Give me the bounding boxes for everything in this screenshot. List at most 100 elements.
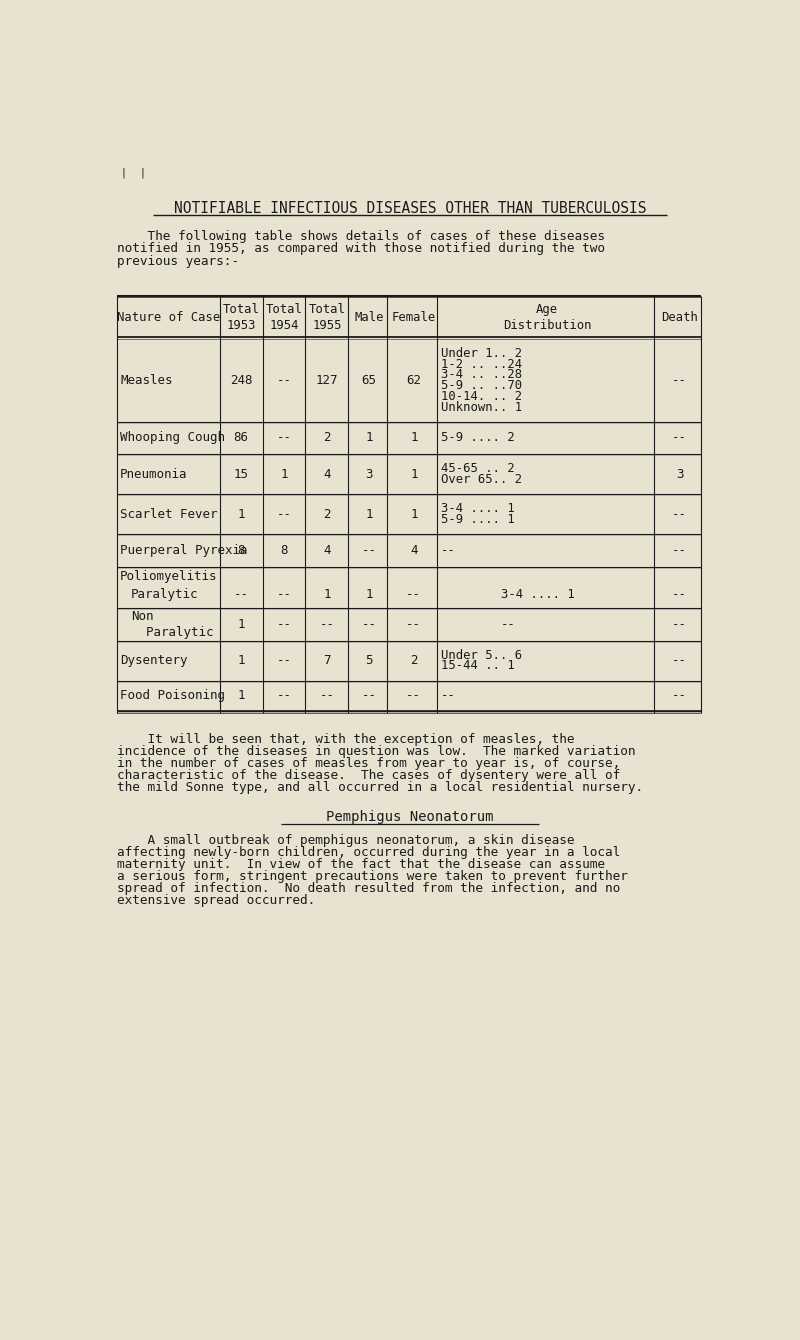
Text: extensive spread occurred.: extensive spread occurred. (117, 894, 315, 907)
Text: 15: 15 (234, 468, 249, 481)
Text: --: -- (234, 588, 249, 600)
Text: 4: 4 (323, 468, 331, 481)
Text: Scarlet Fever: Scarlet Fever (120, 508, 218, 521)
Text: notified in 1955, as compared with those notified during the two: notified in 1955, as compared with those… (117, 243, 605, 256)
Text: 1: 1 (238, 618, 245, 631)
Text: Pneumonia: Pneumonia (120, 468, 188, 481)
Text: 1: 1 (238, 690, 245, 702)
Text: Death: Death (662, 311, 698, 323)
Text: 1: 1 (410, 431, 418, 445)
Text: Male: Male (354, 311, 384, 323)
Text: Pemphigus Neonatorum: Pemphigus Neonatorum (326, 811, 494, 824)
Text: Poliomyelitis: Poliomyelitis (120, 570, 218, 583)
Text: --: -- (672, 654, 687, 667)
Text: 62: 62 (406, 374, 422, 387)
Text: Whooping Cough: Whooping Cough (120, 431, 225, 445)
Text: 5-9 .. ..70: 5-9 .. ..70 (441, 379, 522, 393)
Text: --: -- (362, 544, 377, 557)
Text: 1: 1 (323, 588, 331, 600)
Text: --: -- (277, 654, 292, 667)
Text: 3-4 .... 1: 3-4 .... 1 (441, 502, 514, 516)
Text: Nature of Case: Nature of Case (117, 311, 220, 323)
Text: 3: 3 (365, 468, 373, 481)
Text: 1: 1 (365, 508, 373, 521)
Text: Total
1954: Total 1954 (266, 303, 303, 331)
Text: 65: 65 (362, 374, 377, 387)
Text: affecting newly-born children, occurred during the year in a local: affecting newly-born children, occurred … (117, 846, 620, 859)
Text: 4: 4 (323, 544, 331, 557)
Text: 45-65 .. 2: 45-65 .. 2 (441, 462, 514, 476)
Text: Non
  Paralytic: Non Paralytic (131, 610, 214, 639)
Text: Age
Distribution: Age Distribution (503, 303, 591, 331)
Text: a serious form, stringent precautions were taken to prevent further: a serious form, stringent precautions we… (117, 870, 628, 883)
Text: 1: 1 (365, 431, 373, 445)
Text: --: -- (672, 431, 687, 445)
Text: the mild Sonne type, and all occurred in a local residential nursery.: the mild Sonne type, and all occurred in… (117, 781, 643, 793)
Text: 127: 127 (316, 374, 338, 387)
Text: Measles: Measles (120, 374, 173, 387)
Text: Total
1955: Total 1955 (309, 303, 346, 331)
Text: 8: 8 (281, 544, 288, 557)
Text: in the number of cases of measles from year to year is, of course,: in the number of cases of measles from y… (117, 757, 620, 769)
Text: Female: Female (392, 311, 436, 323)
Text: 1: 1 (238, 654, 245, 667)
Text: --: -- (672, 508, 687, 521)
Text: --: -- (362, 690, 377, 702)
Text: 2: 2 (410, 654, 418, 667)
Text: --: -- (362, 618, 377, 631)
Text: |: | (120, 168, 126, 178)
Text: --: -- (672, 618, 687, 631)
Text: 15-44 .. 1: 15-44 .. 1 (441, 659, 514, 673)
Text: Under 5.. 6: Under 5.. 6 (441, 649, 522, 662)
Text: --: -- (406, 588, 422, 600)
Text: 1: 1 (410, 508, 418, 521)
Text: --: -- (672, 544, 687, 557)
Text: --: -- (406, 690, 422, 702)
Text: --: -- (319, 690, 334, 702)
Text: Puerperal Pyrexia: Puerperal Pyrexia (120, 544, 248, 557)
Text: 8: 8 (238, 544, 245, 557)
Text: Food Poisoning: Food Poisoning (120, 690, 225, 702)
Text: --: -- (277, 690, 292, 702)
Text: Under 1.. 2: Under 1.. 2 (441, 347, 522, 360)
Text: 86: 86 (234, 431, 249, 445)
Text: |: | (140, 168, 146, 178)
Text: --: -- (672, 588, 687, 600)
Text: Unknown.. 1: Unknown.. 1 (441, 401, 522, 414)
Text: Paralytic: Paralytic (131, 588, 198, 600)
Text: --: -- (441, 544, 456, 557)
Text: Dysentery: Dysentery (120, 654, 188, 667)
Text: --: -- (277, 618, 292, 631)
Text: incidence of the diseases in question was low.  The marked variation: incidence of the diseases in question wa… (117, 745, 635, 758)
Text: 1-2 .. ..24: 1-2 .. ..24 (441, 358, 522, 371)
Text: --: -- (277, 431, 292, 445)
Text: --: -- (672, 374, 687, 387)
Text: A small outbreak of pemphigus neonatorum, a skin disease: A small outbreak of pemphigus neonatorum… (117, 835, 574, 847)
Text: 5-9 .... 1: 5-9 .... 1 (441, 513, 514, 527)
Text: --: -- (319, 618, 334, 631)
Text: spread of infection.  No death resulted from the infection, and no: spread of infection. No death resulted f… (117, 882, 620, 895)
Text: 5: 5 (365, 654, 373, 667)
Text: 7: 7 (323, 654, 331, 667)
Text: The following table shows details of cases of these diseases: The following table shows details of cas… (117, 230, 605, 243)
Text: 1: 1 (410, 468, 418, 481)
Text: 2: 2 (323, 508, 331, 521)
Text: --: -- (277, 374, 292, 387)
Text: 1: 1 (365, 588, 373, 600)
Text: Total
1953: Total 1953 (222, 303, 259, 331)
Text: It will be seen that, with the exception of measles, the: It will be seen that, with the exception… (117, 733, 574, 746)
Text: 3-4 .. ..28: 3-4 .. ..28 (441, 369, 522, 382)
Text: 2: 2 (323, 431, 331, 445)
Text: maternity unit.  In view of the fact that the disease can assume: maternity unit. In view of the fact that… (117, 858, 605, 871)
Text: --: -- (441, 690, 456, 702)
Text: --: -- (672, 690, 687, 702)
Text: NOTIFIABLE INFECTIOUS DISEASES OTHER THAN TUBERCULOSIS: NOTIFIABLE INFECTIOUS DISEASES OTHER THA… (174, 201, 646, 216)
Text: previous years:-: previous years:- (117, 255, 239, 268)
Text: 3: 3 (676, 468, 683, 481)
Text: 4: 4 (410, 544, 418, 557)
Text: 5-9 .... 2: 5-9 .... 2 (441, 431, 514, 445)
Text: characteristic of the disease.  The cases of dysentery were all of: characteristic of the disease. The cases… (117, 769, 620, 781)
Text: --: -- (501, 618, 515, 631)
Text: --: -- (406, 618, 422, 631)
Text: 1: 1 (238, 508, 245, 521)
